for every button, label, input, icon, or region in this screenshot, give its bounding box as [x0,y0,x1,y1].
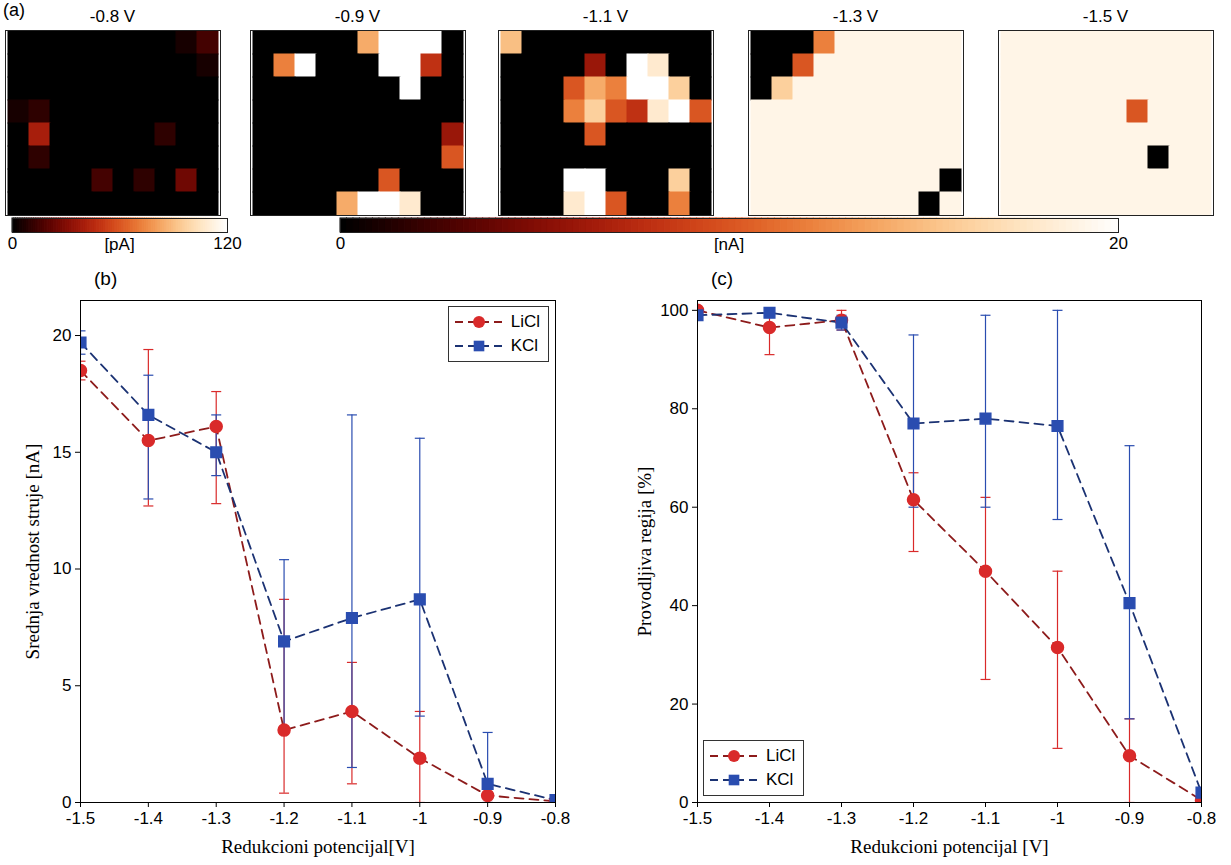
html-text:-1.5 V: -1.5 V [1082,7,1129,26]
svg-text:5: 5 [62,676,71,695]
svg-text:10: 10 [53,559,72,578]
html-text:LiCl: LiCl [510,312,540,331]
svg-text:60: 60 [670,498,689,517]
html-text:-1.3 V: -1.3 V [832,7,879,26]
svg-text:-1.1: -1.1 [971,809,1000,828]
svg-text:80: 80 [670,399,689,418]
html-text:-0.9 V: -0.9 V [334,7,381,26]
svg-text:20: 20 [1109,234,1128,253]
svg-text:-1.3: -1.3 [202,809,231,828]
svg-text:Redukcioni potencijal [V]: Redukcioni potencijal [V] [850,836,1048,857]
svg-text:-1.3: -1.3 [827,809,856,828]
svg-text:-1.2: -1.2 [269,809,298,828]
svg-text:-1.1: -1.1 [337,809,366,828]
html-text:(b): (b) [94,268,118,289]
svg-text:-1.4: -1.4 [755,809,784,828]
svg-text:15: 15 [53,443,72,462]
svg-text:-1.5: -1.5 [683,809,712,828]
svg-text:0: 0 [62,792,72,812]
svg-text:-1: -1 [1050,809,1065,828]
svg-text:-1.5: -1.5 [66,809,95,828]
svg-text:-0.8: -0.8 [1187,809,1216,828]
svg-text:Srednja vrednost struje [nA]: Srednja vrednost struje [nA] [22,444,43,660]
html-text:[nA]: [nA] [713,235,745,254]
html-text:KCl: KCl [766,770,794,789]
svg-text:-0.9: -0.9 [473,809,502,828]
svg-text:-1: -1 [412,809,427,828]
svg-text:120: 120 [213,234,241,253]
svg-text:100: 100 [660,301,688,320]
html-text:(c): (c) [711,268,734,289]
svg-text:40: 40 [670,596,689,615]
svg-text:0: 0 [679,792,689,812]
svg-text:-0.8: -0.8 [541,809,570,828]
html-text:(a): (a) [3,0,25,20]
svg-text:-0.9: -0.9 [1115,809,1144,828]
html-text:[pA]: [pA] [104,235,135,254]
svg-text:Provodljiva regija [%]: Provodljiva regija [%] [634,467,655,637]
svg-text:0: 0 [8,234,17,253]
svg-text:20: 20 [670,695,689,714]
svg-text:-1.4: -1.4 [134,809,163,828]
html-text:LiCl: LiCl [766,746,796,765]
html-text:-0.8 V: -0.8 V [89,7,136,26]
svg-text:0: 0 [336,234,345,253]
html-text:-1.1 V: -1.1 V [582,7,629,26]
html-text:KCl: KCl [510,336,539,355]
svg-text:-1.2: -1.2 [899,809,928,828]
svg-text:Redukcioni potencijal[V]: Redukcioni potencijal[V] [221,836,415,857]
svg-text:20: 20 [53,326,72,345]
